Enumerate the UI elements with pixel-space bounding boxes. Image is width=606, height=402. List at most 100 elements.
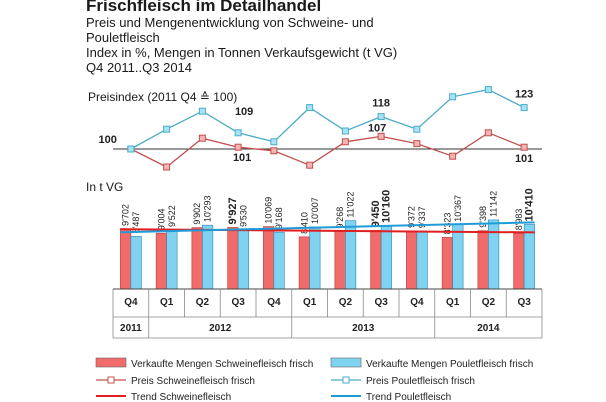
bar-label-0-1: 9'004 bbox=[156, 208, 166, 230]
legend-label-3: Preis Pouletfleisch frisch bbox=[366, 376, 475, 387]
bar-0-7 bbox=[370, 230, 382, 290]
subtitle-line-4: Q4 2011..Q3 2014 bbox=[86, 60, 193, 75]
legend-swatch-1 bbox=[330, 357, 362, 368]
price-point-1-7 bbox=[377, 113, 385, 121]
bar-1-8 bbox=[416, 230, 428, 290]
legend-marker-3 bbox=[342, 376, 350, 384]
bar-label-1-7: 10'160 bbox=[380, 190, 392, 223]
price-point-0-5 bbox=[306, 161, 314, 169]
price-annotation-5: 123 bbox=[515, 89, 533, 101]
price-annotation-0: 100 bbox=[99, 134, 117, 146]
subtitle-line-3: Index in %, Mengen in Tonnen Verkaufsgew… bbox=[86, 45, 398, 60]
price-point-0-11 bbox=[520, 143, 528, 151]
bar-1-11 bbox=[523, 224, 535, 290]
price-annotation-4: 107 bbox=[368, 122, 386, 134]
trend-line-1 bbox=[120, 221, 535, 234]
bar-label-1-6: 11'022 bbox=[346, 192, 356, 218]
bar-0-8 bbox=[406, 230, 418, 290]
bar-0-1 bbox=[155, 232, 167, 290]
price-line-1 bbox=[130, 88, 525, 150]
bar-label-1-10: 11'142 bbox=[489, 191, 499, 217]
bar-0-10 bbox=[477, 230, 489, 290]
bar-label-0-11: 8'983 bbox=[514, 209, 524, 231]
price-annotation-3: 118 bbox=[372, 98, 390, 110]
price-point-0-8 bbox=[413, 140, 421, 148]
year-label-3: 2014 bbox=[477, 323, 500, 334]
bar-0-6 bbox=[334, 231, 346, 290]
quarter-label-10: Q2 bbox=[482, 297, 496, 308]
bar-label-1-1: 9'522 bbox=[167, 205, 177, 227]
bar-label-0-4: 10'069 bbox=[264, 197, 274, 224]
bar-label-1-9: 10'367 bbox=[453, 195, 463, 222]
bar-label-1-0: 8'487 bbox=[131, 212, 141, 234]
price-point-0-6 bbox=[341, 138, 349, 146]
bar-1-10 bbox=[488, 219, 500, 290]
price-index-axis-label: Preisindex (2011 Q4 ≙ 100) bbox=[88, 90, 238, 104]
legend-label-2: Preis Schweinefleisch frisch bbox=[131, 376, 255, 387]
price-point-1-2 bbox=[198, 107, 206, 115]
subtitle-line-2: Pouletfleisch bbox=[86, 30, 160, 45]
price-point-1-3 bbox=[234, 129, 242, 137]
bar-label-0-8: 9'372 bbox=[407, 206, 417, 228]
quarter-label-5: Q1 bbox=[303, 297, 317, 308]
price-point-1-0 bbox=[127, 145, 135, 153]
price-point-0-4 bbox=[270, 147, 278, 155]
year-label-1: 2012 bbox=[209, 323, 232, 334]
price-point-0-9 bbox=[449, 152, 457, 160]
bar-1-1 bbox=[166, 229, 178, 290]
bar-0-5 bbox=[298, 236, 310, 290]
bar-label-0-3: 9'927 bbox=[227, 197, 239, 224]
bar-1-5 bbox=[309, 226, 321, 290]
bar-label-1-2: 10'293 bbox=[203, 195, 213, 222]
quarter-label-2: Q2 bbox=[196, 297, 210, 308]
bar-label-0-6: 9'268 bbox=[335, 207, 345, 229]
bar-label-1-4: 9'168 bbox=[274, 207, 284, 229]
price-point-1-6 bbox=[341, 127, 349, 135]
bar-1-2 bbox=[202, 224, 214, 290]
quarter-label-11: Q3 bbox=[517, 297, 531, 308]
bar-label-1-5: 10'007 bbox=[310, 197, 320, 224]
year-label-2: 2013 bbox=[352, 323, 375, 334]
quarter-label-7: Q3 bbox=[374, 297, 388, 308]
legend-label-1: Verkaufte Mengen Pouletfleisch frisch bbox=[366, 359, 533, 370]
legend-label-5: Trend Pouletfleisch bbox=[366, 392, 451, 402]
price-point-0-7 bbox=[377, 132, 385, 140]
quarter-label-4: Q4 bbox=[267, 297, 281, 308]
bar-1-3 bbox=[237, 229, 249, 290]
chart-title: Frischfleisch im Detailhandel bbox=[86, 0, 322, 15]
bar-label-0-2: 9'902 bbox=[192, 203, 202, 225]
bar-label-1-8: 9'337 bbox=[417, 206, 427, 228]
price-point-0-2 bbox=[198, 134, 206, 142]
bar-1-9 bbox=[452, 224, 464, 290]
quarter-label-0: Q4 bbox=[124, 297, 138, 308]
chart-titles: Frischfleisch im Detailhandel Preis und … bbox=[86, 0, 397, 75]
price-point-0-10 bbox=[484, 129, 492, 137]
legend-label-0: Verkaufte Mengen Schweinefleisch frisch bbox=[131, 359, 313, 370]
legend-marker-2 bbox=[107, 376, 115, 384]
bar-0-3 bbox=[227, 227, 239, 290]
price-point-1-9 bbox=[449, 93, 457, 101]
bar-1-0 bbox=[130, 236, 142, 290]
subtitle-line-1: Preis und Mengenentwicklung von Schweine… bbox=[86, 15, 374, 30]
bar-label-1-11: 10'410 bbox=[523, 188, 535, 221]
bar-label-0-5: 8'410 bbox=[299, 212, 309, 234]
price-annotation-2: 101 bbox=[233, 152, 251, 164]
price-point-1-11 bbox=[520, 104, 528, 112]
price-point-0-1 bbox=[163, 163, 171, 171]
legend-swatch-0 bbox=[95, 357, 127, 368]
bar-1-7 bbox=[380, 225, 392, 290]
price-point-1-4 bbox=[270, 138, 278, 146]
bar-label-1-3: 9'530 bbox=[238, 205, 248, 227]
bar-0-0 bbox=[120, 228, 132, 290]
price-point-1-5 bbox=[306, 104, 314, 112]
price-point-1-1 bbox=[163, 125, 171, 133]
quarter-label-9: Q1 bbox=[446, 297, 460, 308]
bar-0-4 bbox=[263, 226, 275, 290]
price-point-1-8 bbox=[413, 125, 421, 133]
year-label-0: 2011 bbox=[120, 323, 142, 334]
legend-label-4: Trend Schweinefleisch bbox=[131, 392, 231, 402]
bar-label-0-7: 9'450 bbox=[370, 200, 382, 227]
quarter-label-8: Q4 bbox=[410, 297, 424, 308]
bar-label-0-10: 9'398 bbox=[478, 206, 488, 228]
